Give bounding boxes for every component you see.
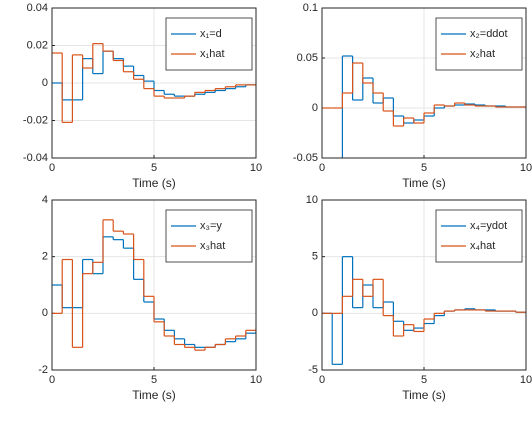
legend-label: x₃=y <box>200 220 222 232</box>
x-tick-label: 10 <box>520 374 532 386</box>
x-tick-label: 0 <box>319 162 325 174</box>
y-tick-label: 2 <box>42 251 48 263</box>
x-tick-label: 0 <box>49 374 55 386</box>
y-tick-label: 4 <box>42 194 48 206</box>
y-tick-label: 0 <box>312 307 318 319</box>
legend-label: x₂=ddot <box>470 28 508 40</box>
y-tick-label: 0.04 <box>27 2 48 14</box>
legend-label: x₂hat <box>470 48 495 60</box>
axes-box <box>321 199 527 371</box>
x-tick-label: 5 <box>151 374 157 386</box>
x-tick-label: 5 <box>421 374 427 386</box>
x-tick-label: 5 <box>421 162 427 174</box>
x-tick-label: 10 <box>520 162 532 174</box>
legend-label: x₄=ydot <box>470 220 507 232</box>
subplot: 0 5 10 -0.04 -0.02 0 0.02 0.04 Time (s) x₁=d x₁hat <box>23 2 262 190</box>
y-tick-label: -0.02 <box>23 114 48 126</box>
y-tick-label: 0.05 <box>297 52 318 64</box>
plot-area <box>52 219 256 351</box>
y-tick-label: -0.04 <box>23 152 48 164</box>
x-axis-label: Time (s) <box>402 176 446 190</box>
y-tick-label: 0.1 <box>303 2 318 14</box>
x-axis-label: Time (s) <box>402 388 446 402</box>
axes-box <box>51 7 257 159</box>
y-tick-label: 10 <box>306 194 318 206</box>
y-tick-label: -5 <box>308 364 318 376</box>
plot-area <box>322 256 526 365</box>
x-tick-label: 5 <box>151 162 157 174</box>
legend-box <box>165 17 253 71</box>
legend: x₄=ydot x₄hat <box>435 209 523 263</box>
y-tick-label: -0.05 <box>293 152 318 164</box>
legend-box <box>435 209 523 263</box>
x-axis-label: Time (s) <box>132 388 176 402</box>
x-axis-label: Time (s) <box>132 176 176 190</box>
x-tick-label: 10 <box>250 162 262 174</box>
legend: x₃=y x₃hat <box>165 209 253 263</box>
x-tick-label: 10 <box>250 374 262 386</box>
y-tick-label: -2 <box>38 364 48 376</box>
x-tick-label: 0 <box>49 162 55 174</box>
legend-box <box>165 209 253 263</box>
x-tick-label: 0 <box>319 374 325 386</box>
axes-box <box>51 199 257 371</box>
legend-label: x₁=d <box>200 28 222 40</box>
legend: x₁=d x₁hat <box>165 17 253 71</box>
axes-box <box>321 7 527 159</box>
y-tick-label: 0 <box>42 307 48 319</box>
y-tick-label: 0 <box>312 102 318 114</box>
legend-box <box>435 17 523 71</box>
legend-label: x₃hat <box>200 240 225 252</box>
y-tick-label: 0 <box>42 77 48 89</box>
legend-label: x₁hat <box>200 48 225 60</box>
plot-area <box>52 43 256 123</box>
plot-area <box>322 55 526 158</box>
legend-label: x₄hat <box>470 240 495 252</box>
y-tick-label: 0.02 <box>27 39 48 51</box>
y-tick-label: 5 <box>312 251 318 263</box>
legend: x₂=ddot x₂hat <box>435 17 523 71</box>
